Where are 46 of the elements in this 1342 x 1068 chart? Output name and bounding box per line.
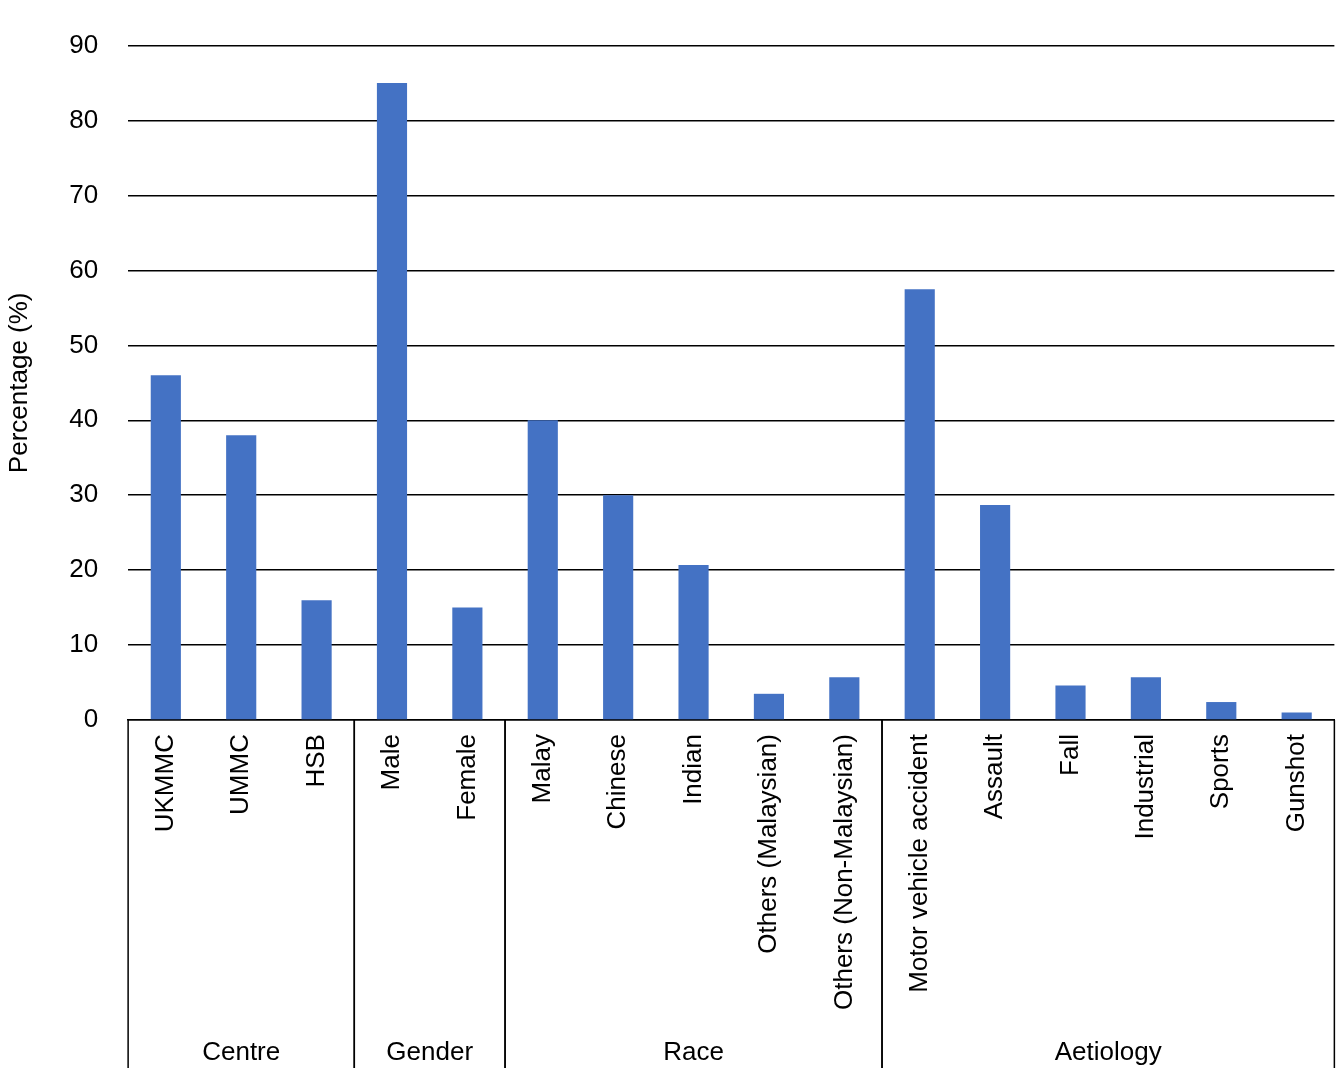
text: Aetiology xyxy=(1054,1036,1162,1067)
y-tick-label: 80 xyxy=(69,103,99,134)
y-tick-label: 20 xyxy=(69,553,99,584)
bar xyxy=(678,564,709,720)
x-tick-label: Indian xyxy=(676,734,707,805)
bar xyxy=(376,83,408,720)
x-tick-label: UMMC xyxy=(224,734,255,815)
x-tick-label: Chinese xyxy=(601,734,632,830)
bar xyxy=(150,375,181,720)
text: Gender xyxy=(386,1036,474,1067)
y-tick-label: 90 xyxy=(69,28,99,59)
y-tick-label: 10 xyxy=(69,628,99,659)
text: Centre xyxy=(202,1036,281,1067)
y-tick-label: 30 xyxy=(69,478,99,509)
x-tick-label: Sports xyxy=(1204,734,1235,810)
bar xyxy=(829,677,860,720)
y-axis-title: Percentage (%) xyxy=(2,292,33,474)
bar xyxy=(1206,702,1237,720)
x-tick-label: Gunshot xyxy=(1279,733,1310,833)
x-tick-label: Malay xyxy=(525,734,556,804)
x-tick-label: Others (Non-Malaysian) xyxy=(827,734,858,1011)
bar xyxy=(1130,677,1161,720)
bar xyxy=(1055,685,1086,720)
bar xyxy=(301,600,332,720)
y-tick-label: 40 xyxy=(69,403,99,434)
x-tick-label: UKMMC xyxy=(148,734,179,833)
bar xyxy=(904,289,935,720)
x-tick-label: Male xyxy=(375,734,406,791)
x-tick-label: Fall xyxy=(1053,734,1084,776)
x-tick-label: Assault xyxy=(978,733,1009,820)
x-tick-label: Industrial xyxy=(1129,734,1160,840)
y-tick-label: 70 xyxy=(69,178,99,209)
bar xyxy=(753,693,785,720)
bar xyxy=(980,504,1011,720)
x-tick-label: HSB xyxy=(299,734,330,788)
bar xyxy=(452,607,483,720)
bar xyxy=(226,435,257,720)
bar xyxy=(603,495,634,720)
y-tick-label: 50 xyxy=(69,328,99,359)
y-tick-label: 60 xyxy=(69,253,99,284)
x-tick-label: Others (Malaysian) xyxy=(752,734,783,954)
x-tick-label: Female xyxy=(450,734,481,821)
text: Race xyxy=(663,1036,724,1067)
y-tick-label: 0 xyxy=(83,703,99,734)
x-tick-label: Motor vehicle accident xyxy=(902,733,933,993)
bar xyxy=(527,420,558,720)
